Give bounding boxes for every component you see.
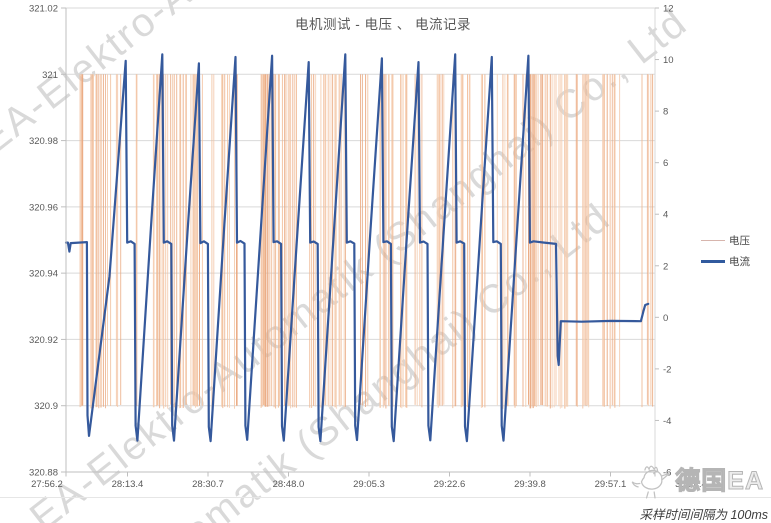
left-axis-label: 320.9 — [34, 401, 58, 412]
ea-logo: 德国EA — [628, 458, 764, 504]
left-axis-label: 320.94 — [29, 269, 58, 280]
left-axis-label: 320.88 — [29, 468, 58, 479]
current-line-swatch — [701, 260, 725, 263]
logo-text: 德国EA — [675, 466, 764, 495]
chart-title: 电机测试 - 电压 、 电流记录 — [295, 17, 471, 32]
right-axis-label: 8 — [663, 107, 668, 118]
legend-label-current: 电流 — [729, 256, 750, 268]
rooster-icon — [631, 465, 670, 499]
x-axis-label: 29:22.6 — [434, 479, 466, 490]
x-axis-label: 28:48.0 — [273, 479, 305, 490]
voltage-line-swatch — [701, 240, 725, 241]
right-axis-label: -4 — [663, 416, 671, 427]
right-axis-label: -6 — [663, 468, 671, 479]
x-axis-label: 27:56.2 — [31, 479, 63, 490]
left-axis-label: 321 — [42, 70, 58, 81]
legend-label-voltage: 电压 — [729, 235, 750, 247]
legend-item-voltage: 电压 — [701, 233, 750, 248]
right-axis-label: 10 — [663, 55, 674, 66]
left-axis-label: 320.98 — [29, 136, 58, 147]
x-axis-label: 30:14.4 — [675, 479, 707, 490]
sampling-note: 采样时间间隔为 100ms — [639, 508, 769, 522]
left-axis-label: 321.02 — [29, 4, 58, 15]
legend: 电压 电流 — [701, 233, 750, 269]
x-axis-label: 29:05.3 — [353, 479, 385, 490]
x-axis-label: 28:30.7 — [192, 479, 224, 490]
bottom-divider — [0, 497, 771, 498]
x-axis-label: 29:57.1 — [595, 479, 627, 490]
left-axis-label: 320.92 — [29, 335, 58, 346]
right-axis-label: 4 — [663, 210, 668, 221]
x-axis-label: 28:13.4 — [112, 479, 144, 490]
legend-item-current: 电流 — [701, 254, 750, 269]
right-axis-label: -2 — [663, 364, 671, 375]
right-axis-label: 2 — [663, 261, 668, 272]
right-axis-label: 0 — [663, 313, 668, 324]
left-axis-label: 320.96 — [29, 202, 58, 213]
right-axis-label: 12 — [663, 4, 674, 15]
x-axis-label: 29:39.8 — [514, 479, 546, 490]
current-line — [64, 53, 650, 443]
right-axis-label: 6 — [663, 158, 668, 169]
